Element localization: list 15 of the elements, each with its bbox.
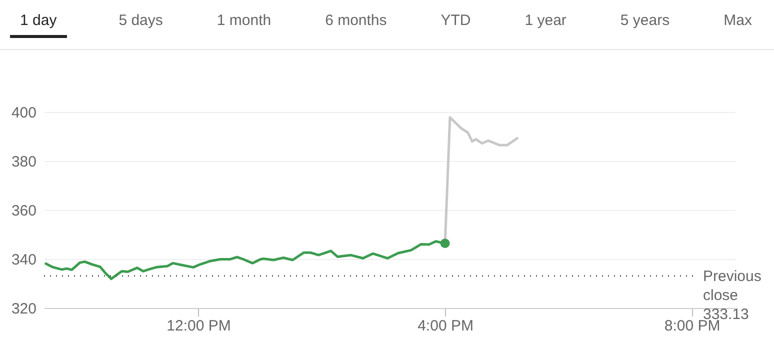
x-tick-label: 4:00 PM [418,318,474,334]
text: 5 years [619,11,671,31]
x-tick-label: 12:00 PM [166,318,231,334]
y-tick-label: 380 [11,154,36,170]
text: 6 months [324,11,388,31]
text: 1 month [216,11,272,31]
text: 5 days [118,11,164,31]
text: 1 day [10,0,67,38]
text: Max [722,11,753,31]
y-tick-label: 340 [11,252,36,268]
y-tick-label: 360 [11,202,36,220]
text: 1 year [524,11,568,31]
text: YTD [440,11,472,31]
y-tick-label: 400 [11,104,36,122]
y-tick-label: 320 [11,300,36,318]
